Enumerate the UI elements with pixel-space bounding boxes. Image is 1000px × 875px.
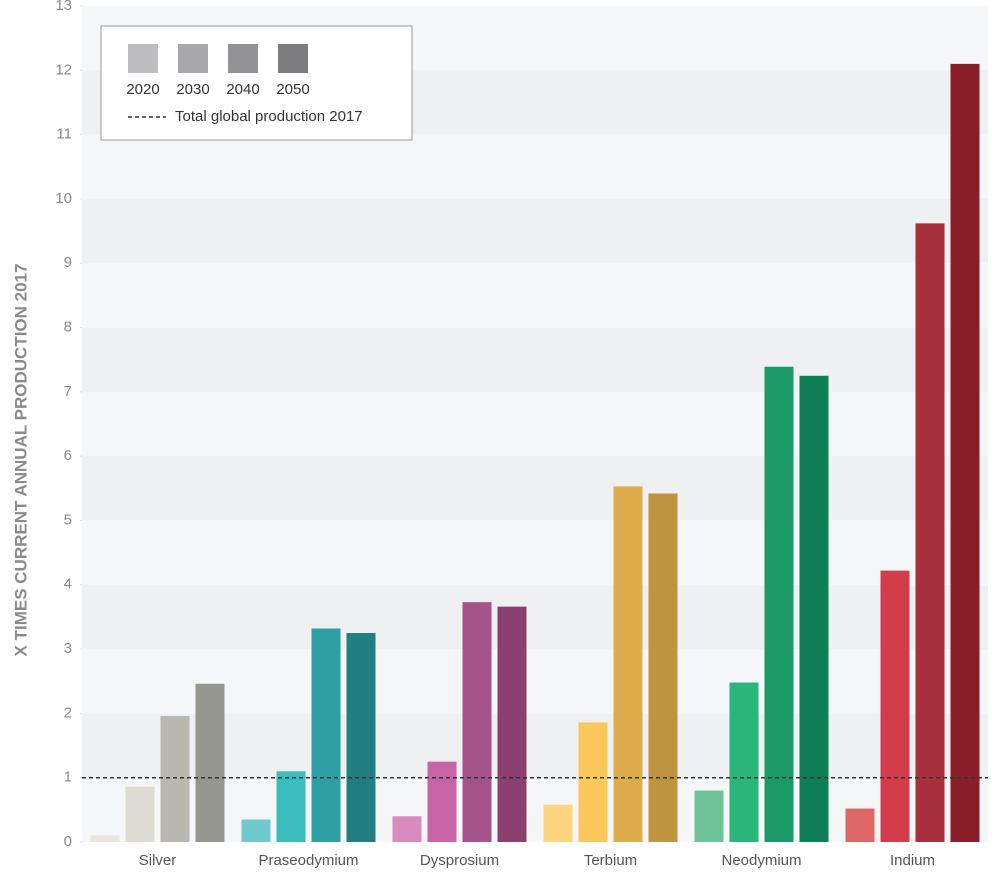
y-tick-label: 13 xyxy=(55,0,72,14)
y-tick-label: 12 xyxy=(55,61,72,78)
background-band xyxy=(82,134,988,199)
legend: 2020 2030 2040 2050 Total global production … xyxy=(100,25,413,141)
bar xyxy=(462,602,492,842)
bar xyxy=(125,786,155,842)
legend-label: 2020 xyxy=(126,81,159,98)
bar xyxy=(497,606,527,842)
x-tick-label: Neodymium xyxy=(721,852,801,869)
y-tick-label: 5 xyxy=(64,511,72,528)
bar xyxy=(845,808,875,842)
y-axis-label: X TIMES CURRENT ANNUAL PRODUCTION 2017 xyxy=(11,264,30,657)
bar xyxy=(543,804,573,842)
background-band xyxy=(82,520,988,585)
bar xyxy=(195,683,225,842)
y-tick-label: 10 xyxy=(55,190,72,207)
x-tick-label: Terbium xyxy=(584,852,637,869)
background-band xyxy=(82,198,988,264)
bar xyxy=(160,715,190,842)
background-band xyxy=(82,263,988,328)
y-tick-label: 4 xyxy=(64,576,72,593)
x-tick-label: Silver xyxy=(139,852,177,869)
legend-label: 2040 xyxy=(226,81,259,98)
bar xyxy=(276,771,306,842)
background-band xyxy=(82,649,988,714)
bar xyxy=(915,223,945,843)
background-band xyxy=(82,777,988,842)
background-band xyxy=(82,391,988,457)
legend-label: Total global production 2017 xyxy=(175,108,363,125)
bar xyxy=(950,63,980,842)
legend-swatch xyxy=(178,44,208,73)
x-tick-label: Dysprosium xyxy=(420,852,499,869)
bar xyxy=(241,819,271,842)
bar xyxy=(90,835,120,842)
bar xyxy=(880,570,910,842)
bar xyxy=(729,682,759,842)
bar xyxy=(427,761,457,842)
x-tick-label: Praseodymium xyxy=(258,852,358,869)
y-tick-label: 11 xyxy=(56,126,72,143)
background-band xyxy=(82,584,988,650)
y-tick-label: 9 xyxy=(64,254,72,271)
x-tick-label: Indium xyxy=(890,852,935,869)
y-tick-label: 1 xyxy=(64,769,72,786)
legend-swatch xyxy=(228,44,258,73)
y-tick-label: 2 xyxy=(64,704,72,721)
bar xyxy=(764,366,794,842)
y-tick-label: 6 xyxy=(64,447,72,464)
y-tick-label: 3 xyxy=(64,640,72,657)
background-band xyxy=(82,456,988,521)
legend-label: 2050 xyxy=(276,81,309,98)
y-tick-label: 7 xyxy=(64,383,72,400)
y-tick-label: 8 xyxy=(64,319,72,336)
legend-swatch xyxy=(278,44,308,73)
bar xyxy=(346,633,376,842)
background-band xyxy=(82,713,988,778)
legend-label: 2030 xyxy=(176,81,209,98)
bar xyxy=(311,628,341,842)
bar xyxy=(694,790,724,842)
bar xyxy=(799,375,829,842)
background-band xyxy=(82,327,988,392)
bar xyxy=(578,722,608,842)
y-tick-label: 0 xyxy=(64,833,72,850)
bar xyxy=(648,493,678,842)
bar xyxy=(613,486,643,842)
bar xyxy=(392,816,422,842)
legend-swatch xyxy=(128,44,158,73)
